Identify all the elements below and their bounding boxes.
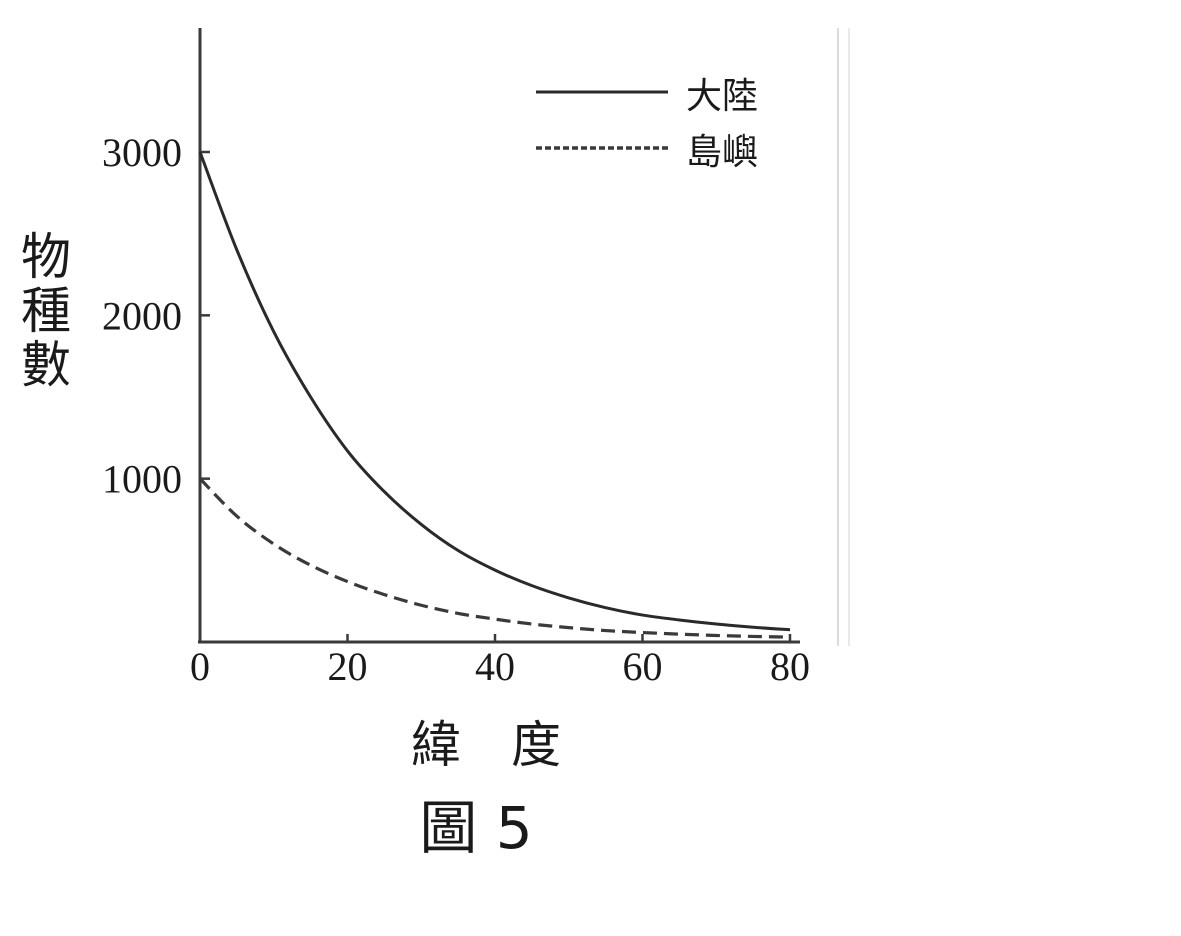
series-group [198,151,791,639]
x-tick-label: 40 [475,644,515,689]
x-tick-label: 80 [770,644,810,689]
y-axis-label-char: 物 [21,228,71,286]
y-axis-label-char: 數 [21,336,71,394]
x-ticks: 0 20 40 60 80 [190,634,810,689]
series-line-continent [198,151,791,632]
x-tick-label: 60 [623,644,663,689]
y-axis-label-char: 種 [21,282,71,340]
x-tick-label: 0 [190,644,210,689]
y-ticks: 1000 2000 3000 [102,130,210,502]
y-tick-label: 2000 [102,293,182,338]
legend-label-island: 島嶼 [686,132,758,173]
y-tick-label: 1000 [102,457,182,502]
figure-caption: 圖 5 [419,794,532,862]
y-axis-label: 物種數 [21,228,71,394]
x-axis-label: 緯 度 [411,716,561,774]
x-tick-label: 20 [328,644,368,689]
legend: 大陸 島嶼 [536,76,758,173]
y-tick-label: 3000 [102,130,182,175]
legend-label-continent: 大陸 [686,76,758,117]
series-line-island [198,477,791,639]
